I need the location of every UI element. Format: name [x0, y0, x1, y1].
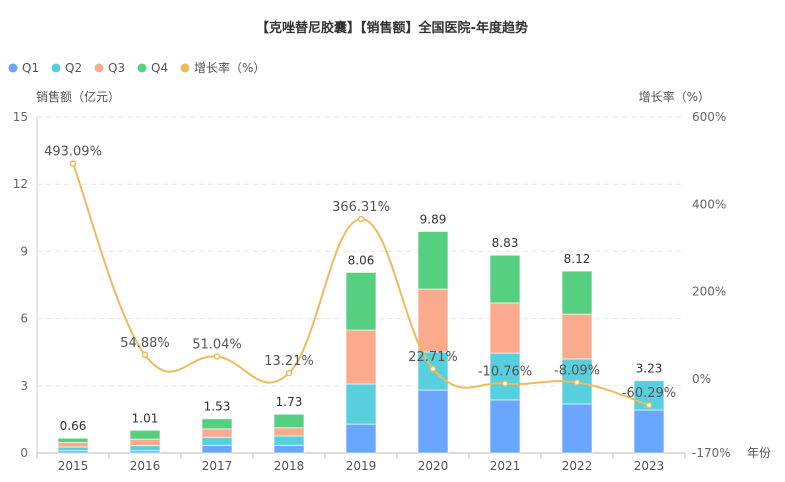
bar-total-label: 1.01 — [132, 411, 159, 425]
x-tick-label: 2018 — [274, 459, 305, 473]
y-tick-label: 9 — [20, 244, 28, 258]
bar-total-label: 9.89 — [420, 212, 447, 226]
bar-Q2-2021[interactable] — [489, 352, 521, 401]
bar-Q4-2015[interactable] — [57, 437, 89, 443]
bar-Q1-2019[interactable] — [345, 423, 377, 454]
bar-Q2-2015[interactable] — [57, 446, 89, 452]
x-tick-label: 2016 — [130, 459, 161, 473]
y-tick-label: 3 — [20, 379, 28, 393]
bar-Q2-2019[interactable] — [345, 383, 377, 425]
x-tick-label: 2023 — [634, 459, 665, 473]
bar-Q4-2018[interactable] — [273, 413, 305, 429]
bar-Q1-2022[interactable] — [561, 403, 593, 454]
bar-Q4-2022[interactable] — [561, 270, 593, 315]
legend-marker-Q3 — [94, 63, 104, 73]
bar-Q3-2018[interactable] — [273, 427, 305, 437]
legend-label-Q1: Q1 — [22, 61, 39, 75]
bar-Q4-2017[interactable] — [201, 418, 233, 430]
x-tick-label: 2020 — [418, 459, 449, 473]
legend-marker-growth — [180, 63, 190, 73]
bar-Q3-2022[interactable] — [561, 313, 593, 360]
x-tick-label: 2021 — [490, 459, 521, 473]
growth-label: 54.88% — [120, 336, 170, 351]
y2-tick-label: 0% — [692, 372, 711, 386]
bar-Q1-2017[interactable] — [201, 444, 233, 454]
bar-Q3-2015[interactable] — [57, 441, 89, 448]
bar-Q2-2017[interactable] — [201, 436, 233, 446]
bar-Q1-2020[interactable] — [417, 389, 449, 454]
growth-point[interactable] — [141, 351, 149, 359]
bar-Q3-2019[interactable] — [345, 329, 377, 385]
y-axis-label: 销售额（亿元） — [36, 89, 120, 104]
growth-label: 366.31% — [332, 200, 390, 215]
bar-Q1-2023[interactable] — [633, 409, 665, 454]
y2-tick-label: -170% — [692, 446, 731, 460]
x-tick-label: 2019 — [346, 459, 377, 473]
bar-Q4-2019[interactable] — [345, 271, 377, 331]
bar-Q2-2016[interactable] — [129, 445, 161, 452]
bar-total-label: 8.12 — [564, 252, 591, 266]
bar-total-label: 1.73 — [276, 395, 303, 409]
bar-Q4-2021[interactable] — [489, 254, 521, 304]
bar-total-label: 8.06 — [348, 253, 375, 267]
growth-point[interactable] — [285, 369, 293, 377]
bar-total-label: 1.53 — [204, 400, 231, 414]
growth-point[interactable] — [69, 160, 77, 167]
bar-Q2-2018[interactable] — [273, 435, 305, 446]
y-tick-label: 12 — [13, 177, 28, 191]
growth-label: 51.04% — [192, 338, 242, 353]
y2-tick-label: 600% — [692, 110, 726, 124]
bar-Q1-2018[interactable] — [273, 444, 305, 454]
growth-label: -8.09% — [554, 363, 600, 378]
legend-label-Q4: Q4 — [151, 61, 168, 75]
bar-Q1-2021[interactable] — [489, 399, 521, 454]
x-tick-label: 2017 — [202, 459, 233, 473]
x-tick-label: 2022 — [562, 459, 593, 473]
legend: Q1 Q2 Q3 Q4 增长率（%） — [8, 60, 265, 75]
x-tick-label: 2015 — [58, 459, 89, 473]
growth-point[interactable] — [357, 215, 365, 223]
growth-label: 13.21% — [264, 354, 314, 369]
growth-point[interactable] — [645, 401, 653, 409]
legend-label-Q2: Q2 — [65, 61, 82, 75]
bar-total-label: 8.83 — [492, 236, 519, 250]
growth-point[interactable] — [501, 380, 509, 387]
bar-total-label: 0.66 — [60, 419, 87, 433]
chart-title: 【克唑替尼胶囊】【销售额】全国医院-年度趋势 — [256, 20, 528, 36]
bar-Q3-2016[interactable] — [129, 438, 161, 447]
y2-tick-label: 400% — [692, 197, 726, 211]
growth-point[interactable] — [429, 365, 437, 373]
growth-point[interactable] — [573, 379, 581, 386]
legend-label-growth: 增长率（%） — [194, 60, 265, 75]
growth-point[interactable] — [213, 353, 221, 360]
legend-label-Q3: Q3 — [108, 61, 125, 75]
y2-tick-label: 200% — [692, 285, 726, 299]
y-tick-label: 15 — [13, 110, 28, 124]
growth-label: -10.76% — [478, 365, 532, 380]
y-tick-label: 0 — [20, 446, 28, 460]
x-axis-label: 年份 — [747, 446, 771, 460]
bar-Q3-2021[interactable] — [489, 302, 521, 354]
legend-marker-Q4 — [137, 63, 147, 73]
y-tick-label: 6 — [20, 312, 28, 326]
growth-label: -60.29% — [622, 386, 676, 401]
bar-Q4-2020[interactable] — [417, 230, 449, 290]
bar-total-label: 3.23 — [636, 362, 663, 376]
growth-label: 22.71% — [408, 350, 458, 365]
bar-Q3-2017[interactable] — [201, 428, 233, 438]
legend-marker-Q2 — [51, 63, 61, 73]
bar-Q4-2016[interactable] — [129, 429, 161, 440]
legend-marker-Q1 — [8, 63, 18, 73]
y2-axis-label: 增长率（%） — [639, 89, 710, 104]
growth-label: 493.09% — [44, 145, 102, 160]
bar-Q3-2020[interactable] — [417, 288, 449, 353]
